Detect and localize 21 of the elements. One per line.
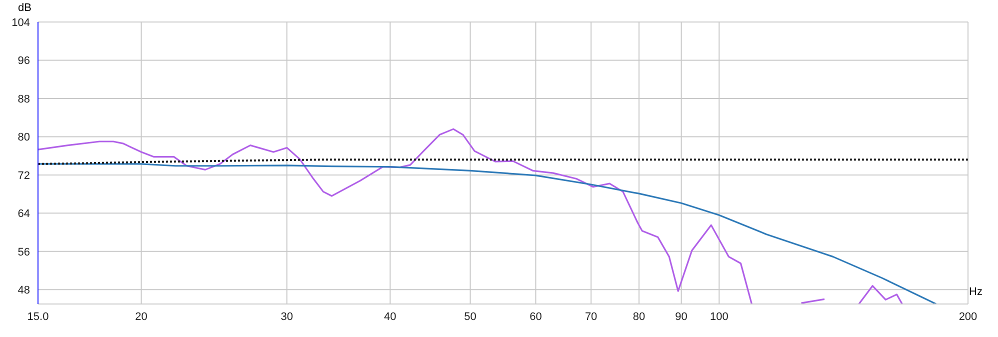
y-tick-label: 56 [18, 246, 30, 258]
x-tick-label: 50 [464, 310, 476, 323]
x-axis-title: Hz [969, 286, 982, 298]
y-axis-title: dB [18, 2, 32, 14]
y-tick-label: 104 [12, 16, 30, 29]
y-tick-label: 88 [18, 93, 30, 106]
y-tick-label: 96 [18, 55, 30, 68]
y-tick-label: 80 [18, 132, 30, 144]
x-tick-label: 80 [632, 310, 646, 323]
x-tick-label: 15.0 [27, 310, 49, 323]
x-tick-label: 70 [584, 310, 598, 323]
x-tick-label: 90 [675, 310, 688, 323]
x-tick-label: 200 [958, 310, 978, 323]
y-tick-label: 48 [18, 284, 30, 297]
x-tick-label: 60 [530, 310, 542, 323]
x-tick-label: 40 [384, 310, 396, 323]
x-tick-label: 30 [280, 310, 293, 323]
y-tick-label: 72 [18, 170, 30, 182]
x-tick-label: 100 [710, 310, 728, 323]
x-tick-label: 20 [135, 310, 148, 323]
y-tick-label: 64 [18, 208, 30, 220]
